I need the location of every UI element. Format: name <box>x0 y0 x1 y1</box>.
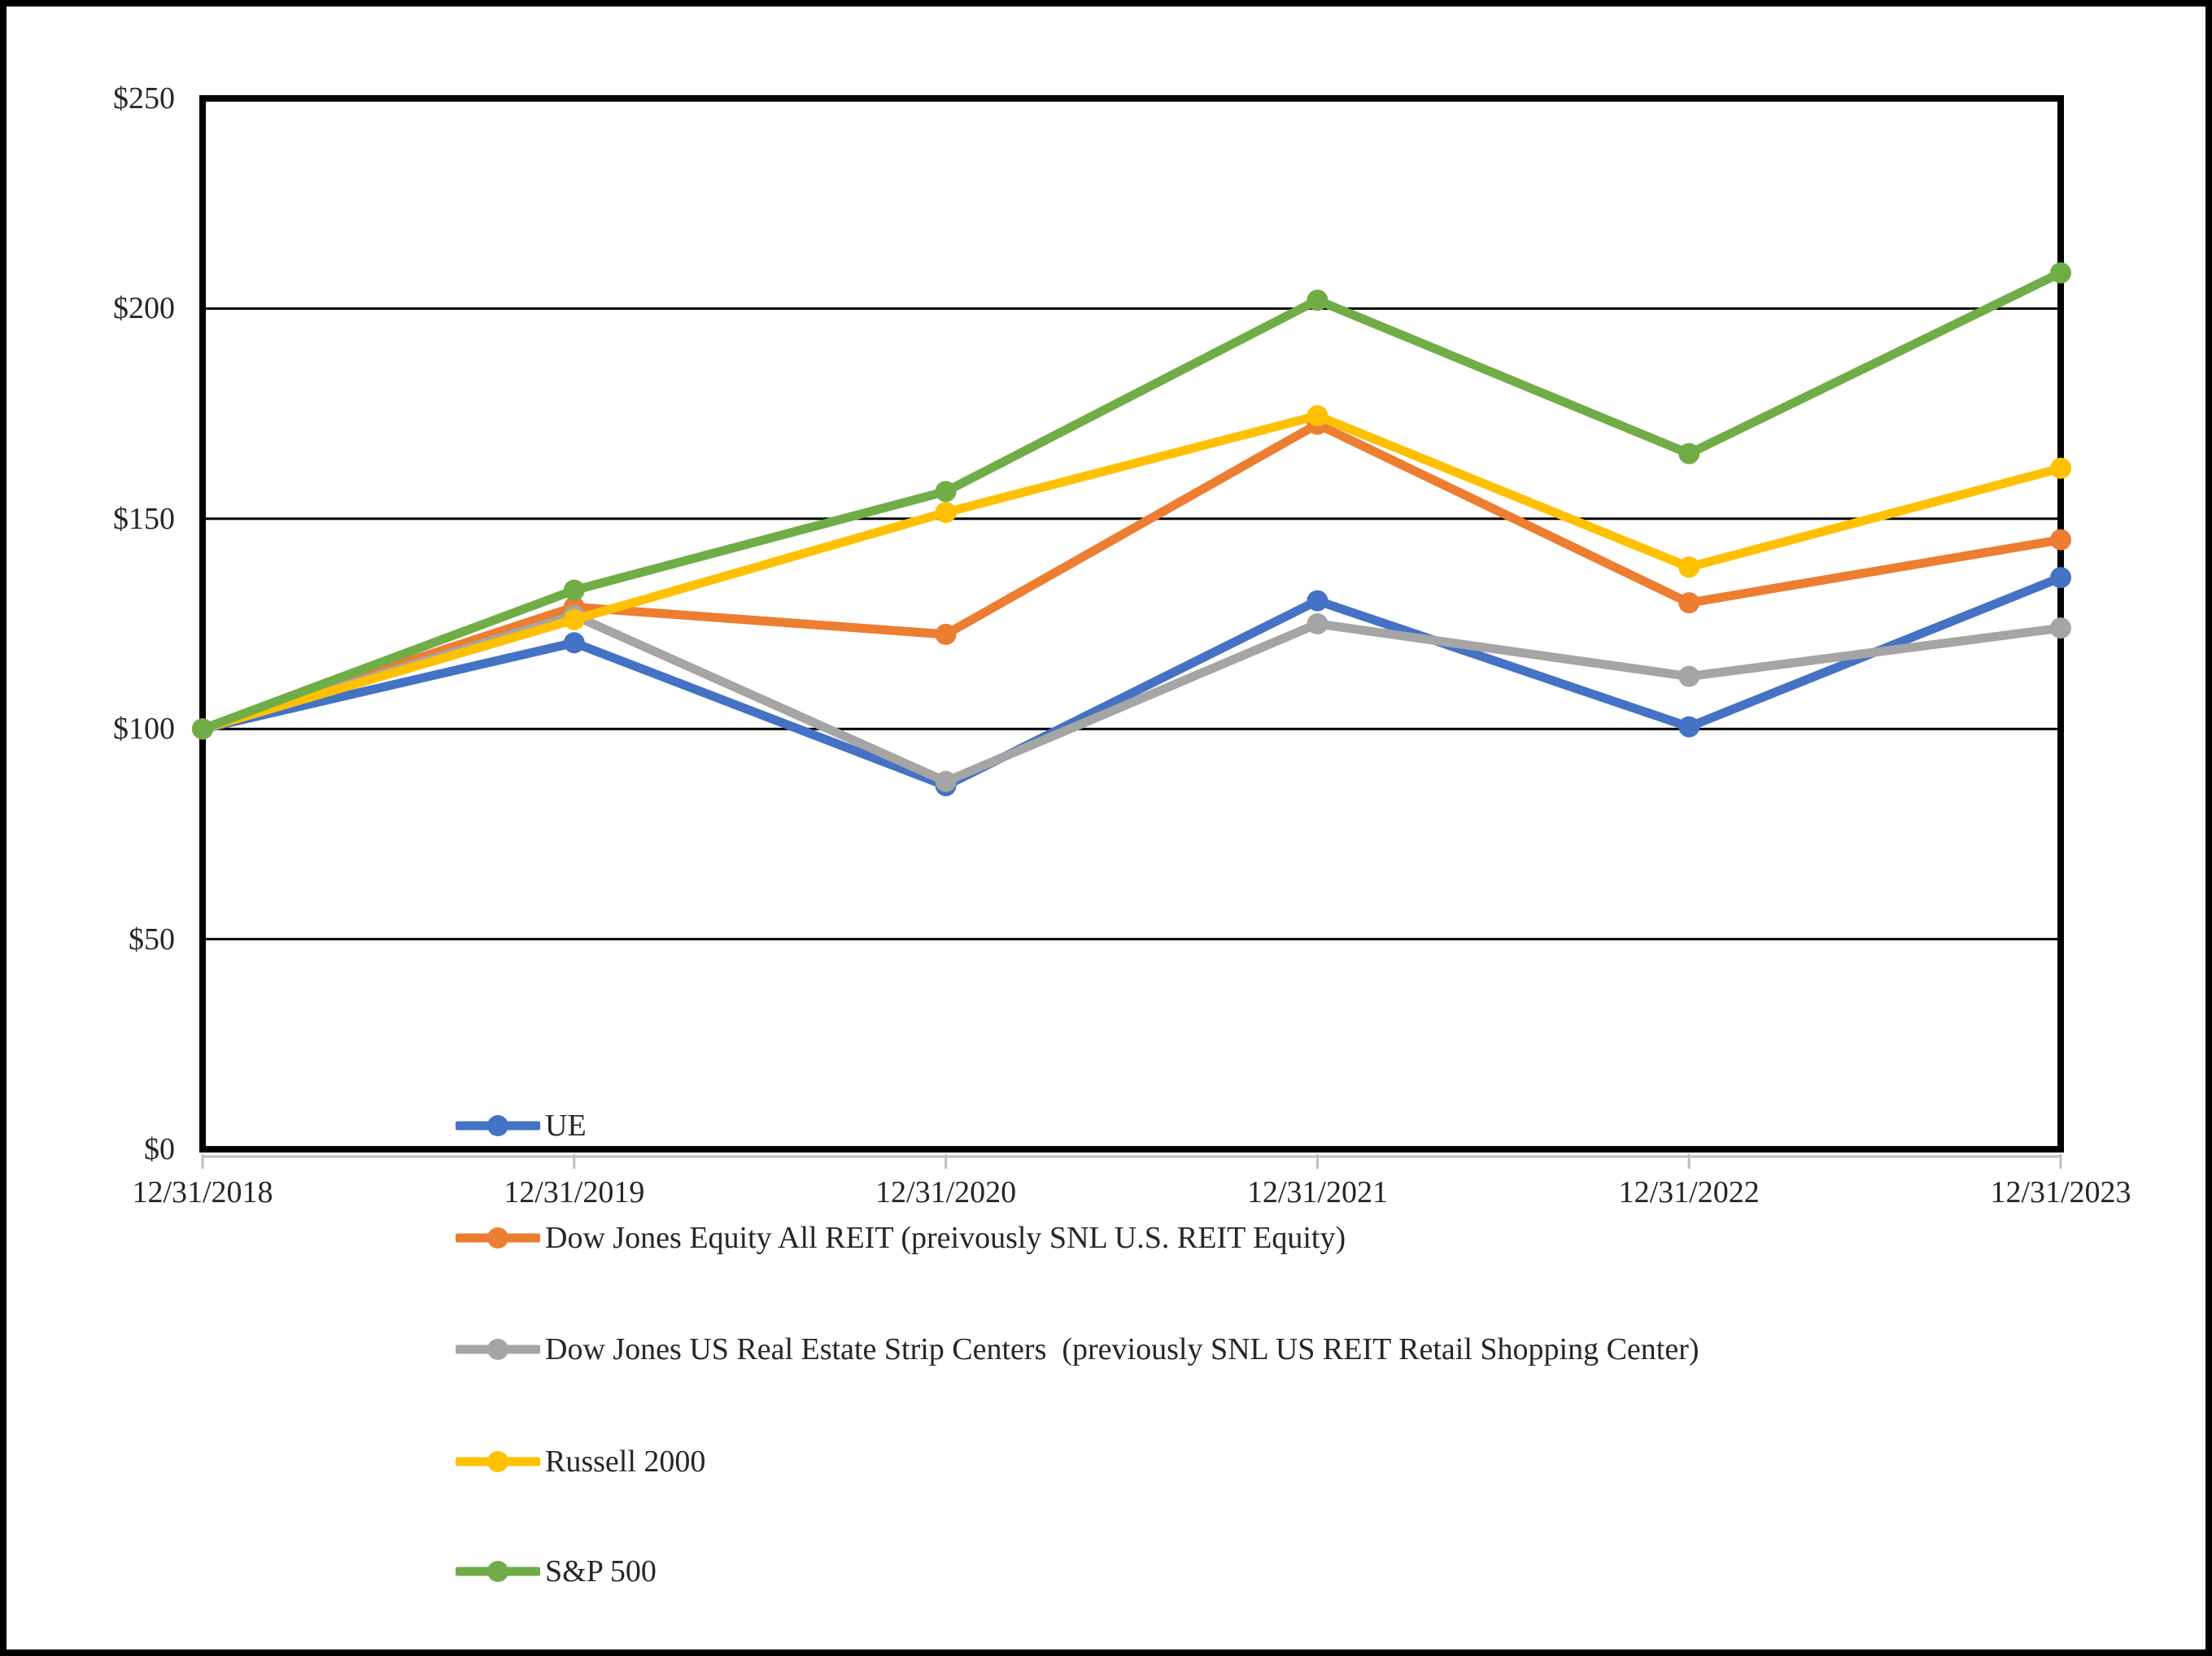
legend-label: Russell 2000 <box>545 1445 706 1479</box>
x-axis-tick-label: 12/31/2023 <box>1990 1175 2131 1209</box>
x-axis-tick-label: 12/31/2018 <box>132 1175 273 1209</box>
y-axis-tick-label: $150 <box>113 501 175 536</box>
x-axis-tick-label: 12/31/2020 <box>875 1175 1017 1209</box>
legend-label: UE <box>545 1109 587 1143</box>
y-axis-tick-label: $200 <box>113 291 175 326</box>
legend-label: Dow Jones Equity All REIT (preivously SN… <box>545 1221 1346 1255</box>
y-axis-tick-label: $100 <box>113 712 175 747</box>
legend-item-russell-2000: Russell 2000 <box>456 1441 705 1482</box>
x-axis-tick-label: 12/31/2021 <box>1246 1175 1388 1209</box>
y-axis-tick-label: $0 <box>144 1132 175 1166</box>
legend-label: S&P 500 <box>545 1554 657 1588</box>
legend-item-dj-equity-all-reit: Dow Jones Equity All REIT (preivously SN… <box>456 1218 1346 1258</box>
legend-line-marker-icon <box>456 1227 540 1249</box>
legend-line-marker-icon <box>456 1451 540 1472</box>
legend-line-marker-icon <box>456 1115 540 1136</box>
y-axis-tick-label: $250 <box>113 81 175 115</box>
x-axis-tick-label: 12/31/2022 <box>1618 1175 1760 1209</box>
legend-item-sp-500: S&P 500 <box>456 1551 657 1592</box>
x-axis-tick-label: 12/31/2019 <box>504 1175 645 1209</box>
legend-line-marker-icon <box>456 1339 540 1360</box>
y-axis-tick-label: $50 <box>129 922 175 957</box>
legend-item-ue: UE <box>456 1105 587 1146</box>
legend-item-dj-strip-centers: Dow Jones US Real Estate Strip Centers (… <box>456 1329 1699 1370</box>
legend-line-marker-icon <box>456 1561 540 1582</box>
legend-label: Dow Jones US Real Estate Strip Centers (… <box>545 1332 1699 1366</box>
